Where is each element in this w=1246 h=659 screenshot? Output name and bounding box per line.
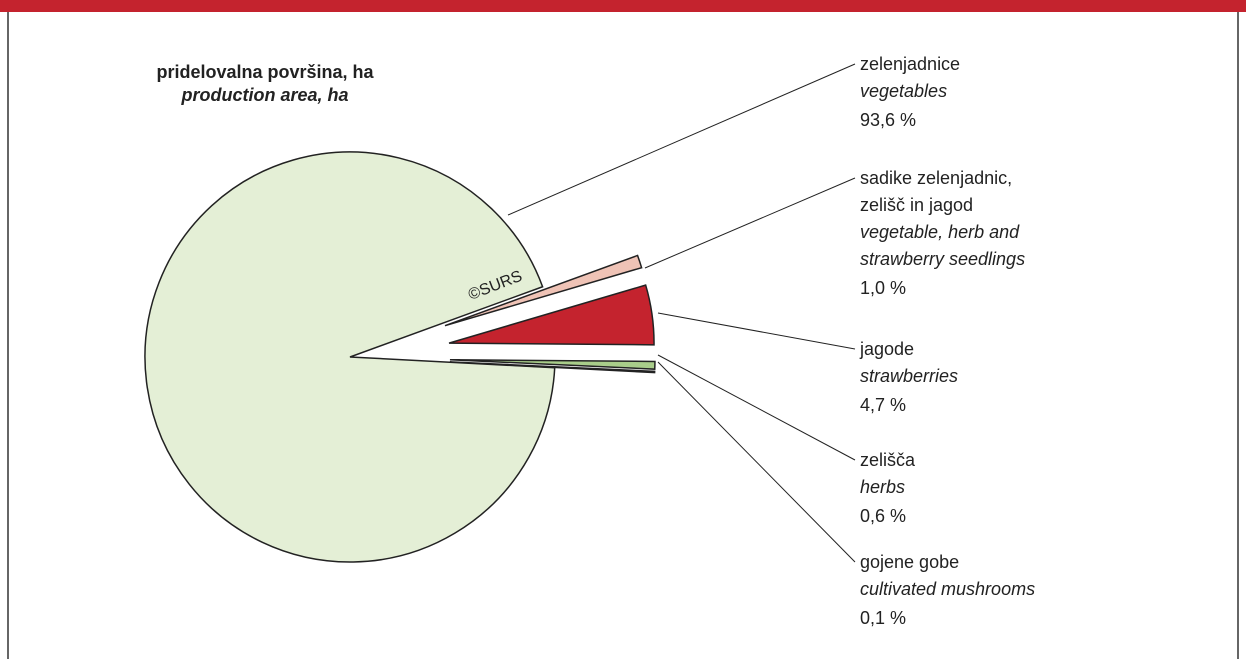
chart-subtitle: production area, ha xyxy=(180,85,348,105)
leader-line xyxy=(657,312,856,350)
chart-title: pridelovalna površina, ha xyxy=(156,62,374,82)
label: sadike zelenjadnic, zelišč in jagod xyxy=(860,168,1012,215)
leader-line xyxy=(507,63,856,216)
label-en: cultivated mushrooms xyxy=(860,579,1035,599)
label-en: strawberries xyxy=(860,366,958,386)
label: jagode xyxy=(859,339,914,359)
value-label: 1,0 % xyxy=(860,278,906,298)
label: zelenjadnice xyxy=(860,54,960,74)
label: zelišča xyxy=(860,450,916,470)
label-en: herbs xyxy=(860,477,905,497)
header-bar xyxy=(0,0,1246,12)
value-label: 0,1 % xyxy=(860,608,906,628)
pie-slice xyxy=(449,361,656,374)
leader-line xyxy=(657,361,856,563)
value-label: 93,6 % xyxy=(860,110,916,130)
pie-slice xyxy=(449,358,656,370)
pie-slice xyxy=(448,284,655,346)
pie-slice xyxy=(444,254,643,327)
value-label: 0,6 % xyxy=(860,506,906,526)
label-en: vegetables xyxy=(860,81,947,101)
value-label: 4,7 % xyxy=(860,395,906,415)
label: gojene gobe xyxy=(860,552,959,572)
leader-line xyxy=(644,177,856,269)
pie-slice xyxy=(144,151,556,563)
leader-line xyxy=(657,354,856,461)
label-en: vegetable, herb and strawberry seedlings xyxy=(860,222,1025,269)
